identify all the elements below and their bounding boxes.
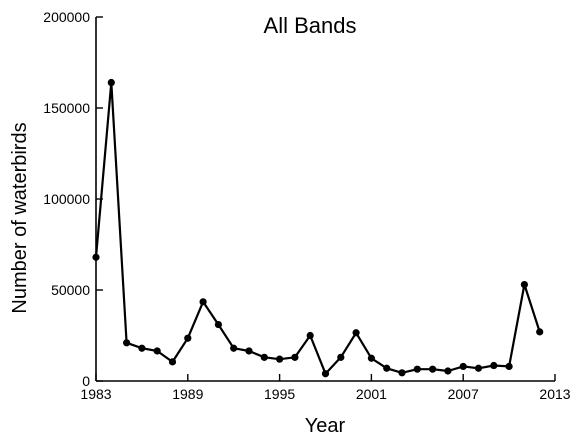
data-point (92, 253, 100, 261)
data-point (184, 334, 192, 342)
data-point (230, 344, 238, 352)
data-point (536, 328, 544, 336)
data-point (505, 362, 513, 371)
y-ticks: 0 50000 100000 150000 200000 (43, 9, 103, 389)
data-point (520, 280, 529, 289)
data-point (429, 365, 437, 373)
x-tick-label: 2001 (356, 386, 387, 402)
data-point (138, 344, 146, 352)
data-point (107, 78, 115, 87)
data-point (398, 369, 406, 377)
data-point (260, 353, 268, 361)
y-tick-label: 200000 (43, 9, 90, 25)
x-tick-label: 2007 (448, 386, 479, 402)
data-point (459, 362, 467, 371)
y-axis-title: Number of waterbirds (9, 122, 31, 313)
y-tick-label: 50000 (51, 282, 90, 298)
data-point (306, 331, 314, 340)
data-point (474, 364, 483, 372)
x-tick-label: 1995 (264, 386, 295, 402)
x-ticks: 1983 1989 1995 2001 2007 2013 (80, 374, 571, 402)
y-tick-label: 150000 (43, 100, 90, 116)
data-point (168, 358, 177, 366)
data-point (337, 353, 345, 361)
data-point (413, 365, 421, 373)
data-point (123, 339, 131, 347)
data-point (153, 347, 161, 355)
data-point (214, 320, 222, 329)
x-tick-label: 1989 (172, 386, 203, 402)
x-tick-label: 2013 (539, 386, 570, 402)
y-tick-label: 0 (82, 373, 90, 389)
series-line (94, 81, 541, 375)
x-tick-label: 1983 (80, 386, 111, 402)
data-point (276, 355, 284, 363)
chart-title: All Bands (264, 13, 357, 38)
x-axis-title: Year (305, 415, 346, 437)
data-point (383, 364, 391, 372)
y-tick-label: 100000 (43, 191, 90, 207)
data-point (490, 361, 498, 370)
data-point (367, 354, 375, 362)
data-point (291, 353, 299, 361)
data-point (199, 298, 207, 306)
data-points (92, 78, 544, 378)
data-point (245, 347, 253, 355)
data-point (352, 329, 360, 337)
data-point (321, 370, 330, 378)
data-point (444, 367, 452, 375)
